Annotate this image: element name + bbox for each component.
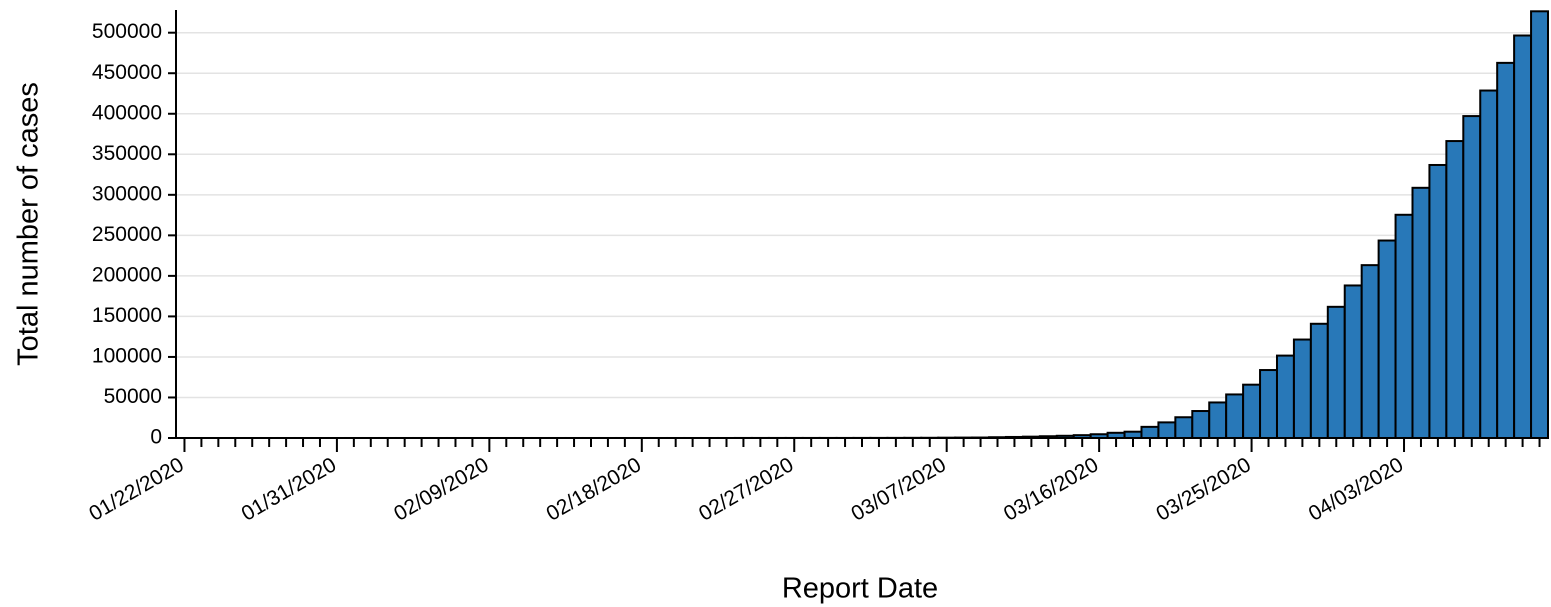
y-tick-label: 50000 bbox=[104, 385, 162, 408]
x-tick-label: 03/16/2020 bbox=[1000, 453, 1103, 525]
bar bbox=[1530, 10, 1550, 440]
bar bbox=[1462, 115, 1482, 439]
bar bbox=[1343, 284, 1363, 440]
x-tick-label: 02/27/2020 bbox=[695, 453, 798, 525]
bar bbox=[1479, 89, 1499, 440]
bar bbox=[1208, 401, 1228, 440]
axes: 0 50000 100000 150000 200000 250000 300000 3500… bbox=[85, 10, 1548, 526]
x-tick-label: 03/25/2020 bbox=[1152, 453, 1255, 525]
x-tick-label: 04/03/2020 bbox=[1305, 453, 1408, 525]
bar bbox=[1275, 354, 1295, 439]
x-tick-label: 01/31/2020 bbox=[238, 453, 341, 525]
x-tick-label: 01/22/2020 bbox=[85, 453, 188, 525]
bar bbox=[1157, 421, 1177, 440]
y-tick-label: 450000 bbox=[92, 61, 162, 84]
grid bbox=[176, 31, 1548, 439]
bar bbox=[1445, 140, 1465, 439]
y-axis-title: Total number of cases bbox=[13, 82, 45, 366]
x-axis-title: Report Date bbox=[782, 573, 938, 605]
x-tick-label: 02/09/2020 bbox=[390, 453, 493, 525]
bar bbox=[1242, 383, 1262, 440]
bar bbox=[1513, 34, 1533, 440]
bar bbox=[1428, 163, 1448, 439]
bar bbox=[1394, 213, 1414, 439]
bar bbox=[1174, 416, 1194, 439]
bar bbox=[1377, 239, 1397, 439]
bar bbox=[1259, 369, 1278, 439]
x-tick-label: 03/07/2020 bbox=[847, 453, 950, 525]
bar bbox=[1225, 393, 1245, 439]
bar bbox=[1411, 186, 1431, 439]
y-tick-label: 400000 bbox=[92, 101, 162, 124]
bar bbox=[1360, 264, 1380, 439]
bar bbox=[1191, 410, 1211, 440]
y-tick-label: 250000 bbox=[92, 223, 162, 246]
y-tick-label: 100000 bbox=[92, 344, 162, 367]
y-tick-label: 350000 bbox=[92, 142, 162, 165]
y-tick-label: 300000 bbox=[92, 182, 162, 205]
bars bbox=[175, 10, 1550, 440]
bar bbox=[1326, 305, 1346, 439]
bar bbox=[1309, 322, 1329, 440]
y-tick-label: 500000 bbox=[92, 20, 162, 43]
y-tick-label: 0 bbox=[150, 426, 162, 449]
y-tick-label: 150000 bbox=[92, 304, 162, 327]
y-tick-label: 200000 bbox=[92, 263, 162, 286]
bar bbox=[1140, 425, 1160, 439]
x-tick-label: 02/18/2020 bbox=[543, 453, 646, 525]
bar bbox=[1496, 61, 1516, 439]
bar bbox=[1292, 338, 1312, 439]
